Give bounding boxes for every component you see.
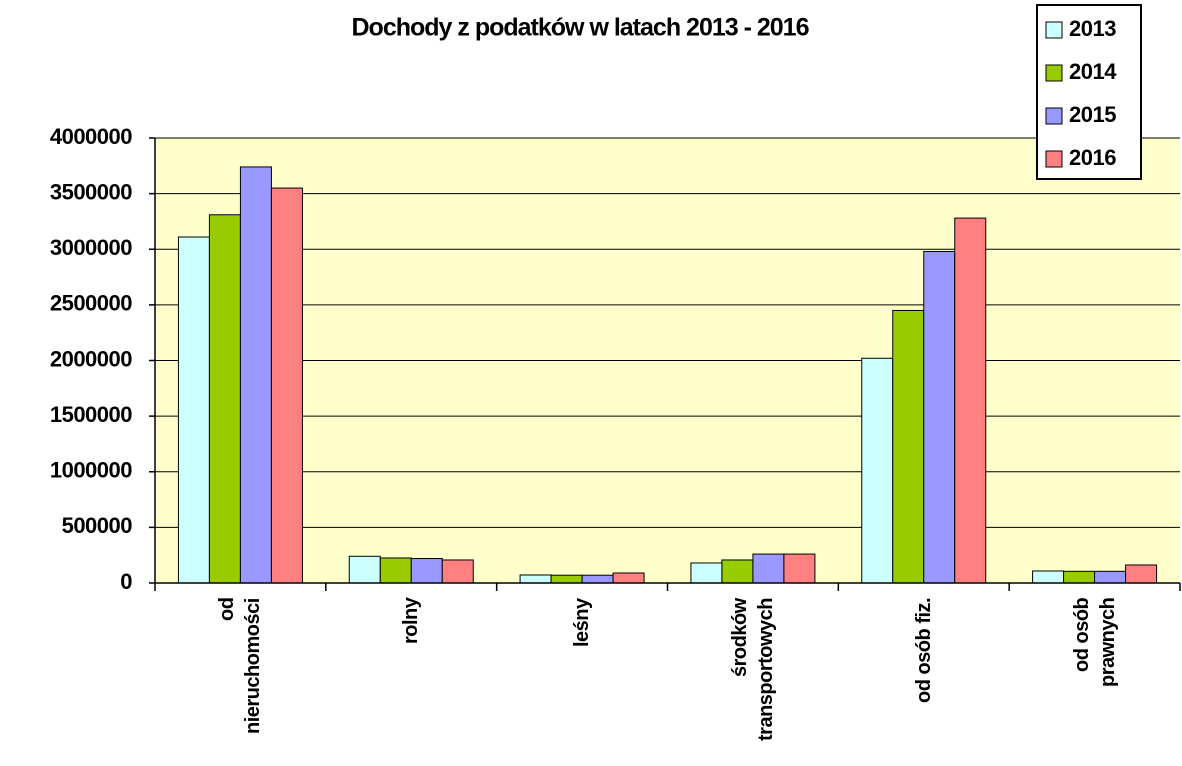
x-tick-label: leśny: [571, 598, 594, 647]
y-tick-label: 3000000: [50, 235, 132, 260]
y-tick-label: 3500000: [50, 179, 132, 204]
legend-swatch: [1045, 64, 1063, 82]
bar: [348, 555, 381, 584]
legend-label: 2015: [1069, 102, 1116, 127]
bar: [1125, 564, 1158, 584]
x-tick-label: od osób fiz.: [912, 598, 935, 704]
y-tick-label: 0: [120, 569, 132, 594]
legend-swatch: [1045, 107, 1063, 125]
bar: [612, 572, 645, 584]
bar: [379, 557, 412, 584]
bar: [1094, 570, 1127, 584]
bar: [410, 558, 443, 584]
bar: [177, 236, 210, 584]
chart-title: Dochody z podatków w latach 2013 - 2016: [352, 14, 809, 42]
legend-label: 2014: [1069, 59, 1117, 84]
y-tick-label: 1500000: [50, 402, 132, 427]
bar: [752, 553, 785, 584]
x-tick-label: rolny: [400, 598, 423, 645]
bar: [690, 562, 723, 584]
bar: [519, 574, 552, 584]
bar: [581, 574, 614, 584]
bar: [923, 250, 956, 584]
bar: [1032, 570, 1065, 584]
y-tick-label: 2000000: [50, 346, 132, 371]
bar: [721, 559, 754, 584]
bar: [550, 574, 583, 584]
bar: [239, 166, 272, 584]
x-tick-label: od osób prawnych: [1070, 598, 1119, 688]
legend-swatch: [1045, 21, 1063, 39]
legend-label: 2016: [1069, 145, 1116, 170]
bar: [208, 214, 241, 584]
bar: [1063, 570, 1096, 584]
y-tick-label: 500000: [62, 513, 133, 538]
legend-swatch: [1045, 150, 1063, 168]
legend-label: 2013: [1069, 16, 1116, 41]
y-tick-label: 2500000: [50, 291, 132, 316]
bar: [441, 559, 474, 584]
bar: [270, 187, 303, 584]
y-tick-label: 1000000: [50, 458, 132, 483]
y-tick-label: 4000000: [50, 124, 132, 149]
x-tick-label: od nieruchomości: [216, 598, 265, 734]
x-tick-label: środków transportowych: [728, 598, 777, 742]
bar: [783, 553, 816, 584]
bar: [954, 217, 987, 584]
bar: [861, 357, 894, 584]
bar: [892, 309, 925, 584]
